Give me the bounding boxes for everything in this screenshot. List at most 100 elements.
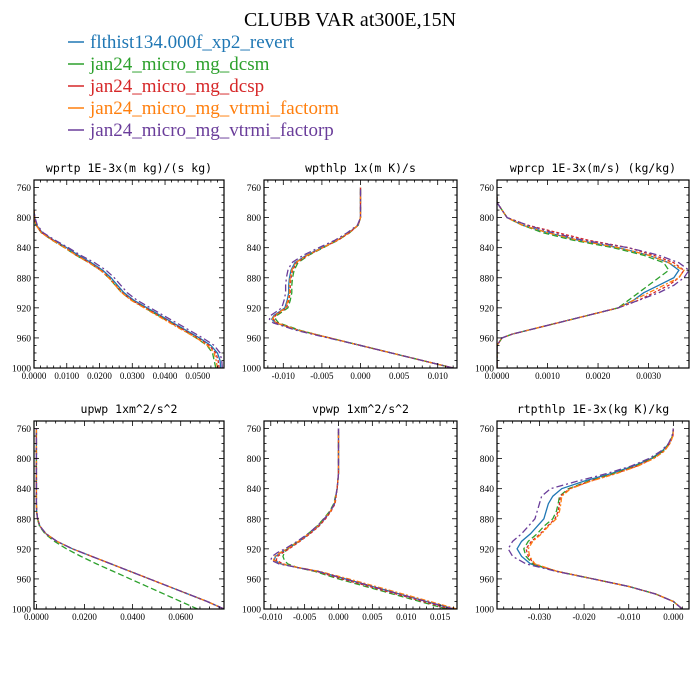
panel-4-ytick-5: 960: [247, 575, 262, 585]
panel-1-ytick-6: 1000: [242, 365, 261, 375]
panel-2-frame: [496, 179, 690, 369]
panel-4-line-3: [272, 428, 457, 609]
panel-3-line-4: [35, 428, 224, 609]
panel-5-ytick-3: 880: [480, 515, 495, 525]
panel-4-title: vpwp 1xm^2/s^2: [312, 402, 409, 416]
panel-1-series: [268, 187, 454, 368]
panel-5-ytick-5: 960: [480, 575, 495, 585]
panel-4-ytick-4: 920: [247, 545, 262, 555]
panel-2-line-1: [497, 195, 670, 368]
panel-4-xtick-2: 0.000: [328, 612, 349, 622]
panel-5-ytick-2: 840: [480, 485, 495, 495]
panel-2-line-3: [497, 195, 685, 368]
panel-1-ytick-2: 840: [247, 244, 262, 254]
panel-0-series: [34, 209, 224, 368]
panel-3-ytick-1: 800: [17, 455, 32, 465]
panel-1-ytick-5: 960: [247, 334, 262, 344]
legend-label-2: jan24_micro_mg_dcsp: [89, 76, 264, 97]
panel-3-xtick-1: 0.0200: [72, 612, 97, 622]
legend: flthist134.000f_xp2_revertjan24_micro_mg…: [68, 32, 339, 141]
panel-5-xtick-2: -0.010: [617, 612, 641, 622]
panel-1-xtick-0: -0.010: [272, 371, 296, 381]
panel-2-series: [497, 195, 689, 368]
panel-4-series: [269, 428, 457, 609]
panel-1-ytick-1: 800: [247, 214, 262, 224]
panel-1-xtick-4: 0.010: [428, 371, 449, 381]
panel-4-ytick-2: 840: [247, 485, 262, 495]
panel-3-ytick-0: 760: [17, 425, 32, 435]
panel-1: wpthlp 1x(m K)/s 760 800 840 880 920 960 1000 -0…: [242, 161, 458, 381]
panel-4: vpwp 1xm^2/s^27608008408809209601000-0.0…: [242, 402, 458, 622]
panel-2-xtick-1: 0.0010: [535, 371, 560, 381]
panel-1-title: wpthlp 1x(m K)/s: [305, 161, 416, 175]
figure-title: CLUBB VAR at300E,15N: [244, 9, 456, 31]
panel-0-xtick-2: 0.0200: [87, 371, 112, 381]
panel-1-xtick-3: 0.005: [389, 371, 410, 381]
panel-2-xtick-0: 0.0000: [485, 371, 510, 381]
panel-5-xtick-3: 0.000: [663, 612, 684, 622]
panel-2-title: wprcp 1E-3x(m/s) (kg/kg): [510, 161, 676, 175]
panel-0-xtick-5: 0.0500: [185, 371, 210, 381]
panel-4-xtick-0: -0.010: [259, 612, 283, 622]
panel-5-ytick-6: 1000: [475, 606, 494, 616]
panel-3-frame: [33, 420, 225, 610]
panel-0-frame: [33, 179, 225, 369]
panel-1-line-4: [268, 187, 454, 368]
panel-4-xtick-5: 0.015: [430, 612, 451, 622]
panel-4-line-4: [269, 428, 454, 609]
panel-4-ytick-1: 800: [247, 455, 262, 465]
panel-0: wprtp 1E-3x(m kg)/(s kg) 760 800 840 880 920 9…: [12, 161, 225, 381]
panel-2: wprcp 1E-3x(m/s) (kg/kg) 760 800 840 880 920 9…: [475, 161, 690, 381]
panel-5-title: rtpthlp 1E-3x(kg K)/kg: [517, 402, 669, 416]
panel-2-xtick-2: 0.0020: [586, 371, 611, 381]
panel-3-xtick-2: 0.0400: [120, 612, 145, 622]
panel-4-xtick-3: 0.005: [362, 612, 383, 622]
panel-1-ytick-3: 880: [247, 274, 262, 284]
panel-0-xtick-4: 0.0400: [153, 371, 178, 381]
panel-5-series: [507, 428, 683, 609]
panel-0-ytick-3: 880: [17, 274, 32, 284]
panel-0-ytick-2: 840: [17, 244, 32, 254]
panel-4-xtick-1: -0.005: [293, 612, 317, 622]
panel-5-line-4: [507, 428, 683, 609]
panel-5-ytick-0: 760: [480, 425, 495, 435]
panel-1-ytick-0: 760: [247, 184, 262, 194]
panel-2-line-4: [497, 195, 689, 368]
panel-3-ytick-5: 960: [17, 575, 32, 585]
legend-label-0: flthist134.000f_xp2_revert: [90, 32, 295, 53]
panel-2-ytick-5: 960: [480, 334, 495, 344]
panel-2-ytick-4: 920: [480, 304, 495, 314]
panel-2-ytick-3: 880: [480, 274, 495, 284]
panel-5: rtpthlp 1E-3x(kg K)/kg 760 800 840 880 920 960…: [475, 402, 690, 622]
panel-0-ytick-4: 920: [17, 304, 32, 314]
panel-5-ytick-1: 800: [480, 455, 495, 465]
panel-3: upwp 1xm^2/s^2 760 800 840 880 920 960 10000.00…: [12, 402, 225, 622]
panel-3-ytick-2: 840: [17, 485, 32, 495]
panel-0-ytick-6: 1000: [12, 365, 31, 375]
panel-2-ytick-1: 800: [480, 214, 495, 224]
panel-5-xtick-1: -0.020: [572, 612, 596, 622]
panel-2-ytick-0: 760: [480, 184, 495, 194]
panel-5-xtick-0: -0.030: [528, 612, 552, 622]
panel-3-series: [35, 428, 224, 609]
panel-3-ytick-3: 880: [17, 515, 32, 525]
legend-label-4: jan24_micro_mg_vtrmi_factorp: [89, 120, 334, 141]
legend-label-1: jan24_micro_mg_dcsm: [89, 54, 270, 75]
panel-3-xtick-3: 0.0600: [168, 612, 193, 622]
panel-4-frame: [263, 420, 458, 610]
panel-1-xtick-1: -0.005: [310, 371, 334, 381]
panel-0-line-3: [34, 210, 219, 368]
panel-0-title: wprtp 1E-3x(m kg)/(s kg): [46, 161, 212, 175]
panel-2-xtick-3: 0.0030: [636, 371, 661, 381]
panel-0-ytick-1: 800: [17, 214, 32, 224]
panel-2-ytick-6: 1000: [475, 365, 494, 375]
panel-0-ytick-0: 760: [17, 184, 32, 194]
legend-label-3: jan24_micro_mg_vtrmi_factorm: [89, 98, 339, 119]
panels: wprtp 1E-3x(m kg)/(s kg) 760 800 840 880 920 9…: [12, 161, 690, 622]
panel-0-ytick-5: 960: [17, 334, 32, 344]
panel-4-ytick-0: 760: [247, 425, 262, 435]
panel-3-xtick-0: 0.0000: [24, 612, 49, 622]
panel-2-ytick-2: 840: [480, 244, 495, 254]
